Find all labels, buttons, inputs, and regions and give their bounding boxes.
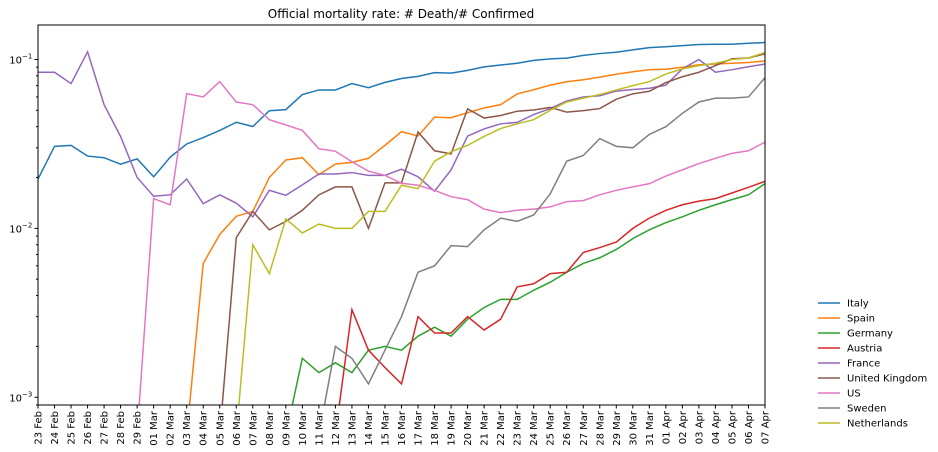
legend-label: France	[847, 359, 880, 370]
x-tick-label: 08 Mar	[265, 410, 276, 446]
x-tick-label: 02 Mar	[166, 410, 177, 446]
legend-label: Italy	[847, 299, 869, 310]
series-line-netherlands	[238, 51, 765, 405]
x-tick-label: 03 Apr	[694, 410, 705, 444]
x-tick-label: 24 Feb	[50, 411, 61, 445]
x-tick-label: 09 Mar	[281, 410, 292, 446]
x-tick-label: 04 Mar	[199, 410, 210, 446]
legend-label: Spain	[847, 314, 875, 325]
series-line-sweden	[323, 77, 765, 405]
x-tick-label: 26 Feb	[83, 411, 94, 445]
x-tick-label: 27 Feb	[100, 411, 111, 445]
y-axis: 10−310−210−1	[9, 52, 38, 406]
x-tick-label: 04 Apr	[711, 410, 722, 444]
legend-label: Netherlands	[847, 419, 908, 430]
x-tick-label: 28 Feb	[116, 411, 127, 445]
x-tick-label: 28 Mar	[595, 410, 606, 446]
x-tick-label: 16 Mar	[397, 410, 408, 446]
y-tick-label: 10	[9, 393, 22, 404]
x-tick-label: 30 Mar	[628, 410, 639, 446]
legend-label: Germany	[847, 329, 893, 340]
x-tick-label: 26 Mar	[562, 410, 573, 446]
legend-label: United Kingdom	[847, 374, 927, 385]
x-tick-label: 01 Mar	[149, 410, 160, 446]
x-tick-label: 15 Mar	[380, 410, 391, 446]
y-tick-label: 10	[9, 224, 22, 235]
series-line-france	[38, 49, 765, 218]
x-tick-label: 11 Mar	[314, 410, 325, 446]
x-tick-label: 31 Mar	[645, 410, 656, 446]
x-tick-label: 24 Mar	[529, 410, 540, 446]
x-tick-label: 22 Mar	[496, 410, 507, 446]
x-tick-label: 02 Apr	[678, 410, 689, 444]
series-line-austria	[338, 180, 765, 405]
series-line-us	[138, 80, 765, 405]
x-tick-label: 18 Mar	[430, 410, 441, 446]
x-tick-label: 20 Mar	[463, 410, 474, 446]
series-line-spain	[188, 60, 765, 405]
x-tick-label: 06 Apr	[744, 410, 755, 444]
series-line-united-kingdom	[221, 53, 765, 405]
legend-label: US	[847, 389, 861, 400]
x-tick-label: 27 Mar	[579, 410, 590, 446]
x-tick-label: 29 Feb	[133, 411, 144, 445]
y-tick-exponent: −3	[22, 390, 32, 398]
series-line-italy	[38, 41, 765, 180]
x-tick-label: 21 Mar	[480, 410, 491, 446]
x-tick-label: 25 Feb	[67, 411, 78, 445]
x-tick-label: 05 Apr	[727, 410, 738, 444]
x-tick-label: 13 Mar	[347, 410, 358, 446]
chart-title: Official mortality rate: # Death/# Confi…	[268, 7, 534, 21]
series-lines	[38, 41, 765, 405]
x-tick-label: 23 Feb	[34, 411, 45, 445]
y-tick-exponent: −2	[22, 221, 32, 229]
y-tick-exponent: −1	[22, 52, 32, 60]
x-tick-label: 17 Mar	[414, 410, 425, 446]
x-tick-label: 19 Mar	[447, 410, 458, 446]
series-line-germany	[291, 183, 765, 405]
legend: Italy Spain Germany Austria France United Kin…	[818, 299, 927, 430]
y-tick-label: 10	[9, 55, 22, 66]
x-tick-label: 05 Mar	[215, 410, 226, 446]
x-tick-label: 14 Mar	[364, 410, 375, 446]
x-tick-label: 10 Mar	[298, 410, 309, 446]
x-tick-label: 07 Apr	[761, 410, 772, 444]
x-tick-label: 29 Mar	[612, 410, 623, 446]
x-tick-label: 07 Mar	[248, 410, 259, 446]
legend-label: Sweden	[847, 404, 887, 415]
x-tick-label: 23 Mar	[513, 410, 524, 446]
x-tick-label: 03 Mar	[182, 410, 193, 446]
x-axis: 23 Feb 24 Feb 25 Feb 26 Feb 27 Feb 28 Feb 29 F…	[34, 405, 772, 446]
legend-label: Austria	[847, 344, 882, 355]
x-tick-label: 25 Mar	[546, 410, 557, 446]
x-tick-label: 12 Mar	[331, 410, 342, 446]
x-tick-label: 06 Mar	[232, 410, 243, 446]
x-tick-label: 01 Apr	[661, 410, 672, 444]
